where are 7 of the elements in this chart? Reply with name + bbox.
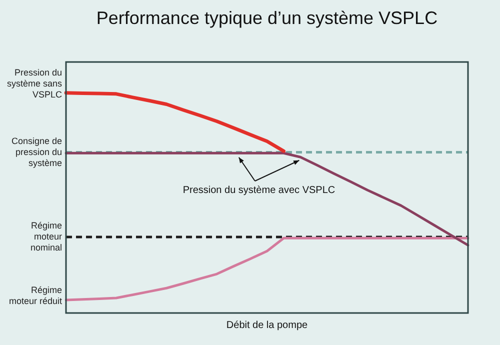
ref-line-label: Consigne de pression du système	[11, 136, 62, 168]
ref-line-label: Régime moteur nominal	[30, 220, 62, 253]
text: Régime moteur réduit	[8, 284, 62, 306]
chart-title: Performance typique d’un système VSPLC	[95, 8, 439, 29]
x-axis-title: Débit de la pompe	[225, 320, 309, 331]
text: Pression du système sans VSPLC	[6, 68, 62, 100]
annotation: Pression du système avec VSPLC	[182, 184, 336, 196]
